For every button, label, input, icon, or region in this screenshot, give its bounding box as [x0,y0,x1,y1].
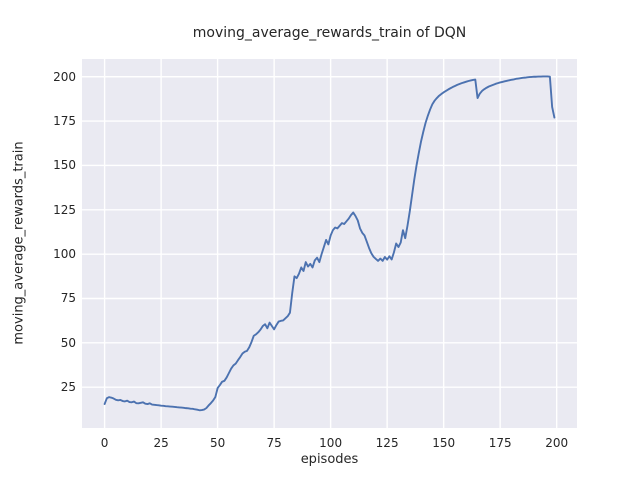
x-tick-label: 200 [545,436,569,450]
x-tick-label: 75 [266,436,282,450]
y-tick-label: 150 [53,158,76,173]
x-axis-label: episodes [300,452,359,467]
plot-area [82,59,577,428]
x-tick-label: 0 [100,436,109,450]
x-tick-label: 50 [209,436,226,450]
x-tick-label: 150 [432,436,456,450]
x-tick-label: 100 [319,436,343,450]
y-tick-label: 50 [60,335,76,350]
x-tick-label: 175 [488,436,512,450]
y-tick-label: 100 [53,247,76,262]
y-tick-label: 125 [53,202,76,217]
line-chart-canvas [82,59,577,428]
x-tick-label: 125 [375,436,399,450]
y-tick-label: 25 [60,380,76,395]
x-tick-label: 25 [153,436,169,450]
y-axis-label: moving_average_rewards_train [11,141,27,345]
y-tick-label: 200 [53,69,76,84]
y-tick-label: 75 [60,291,76,306]
data-line-moving_average_rewards_train [103,75,556,412]
y-tick-label: 175 [53,114,76,129]
chart-title: moving_average_rewards_train of DQN [192,25,467,41]
